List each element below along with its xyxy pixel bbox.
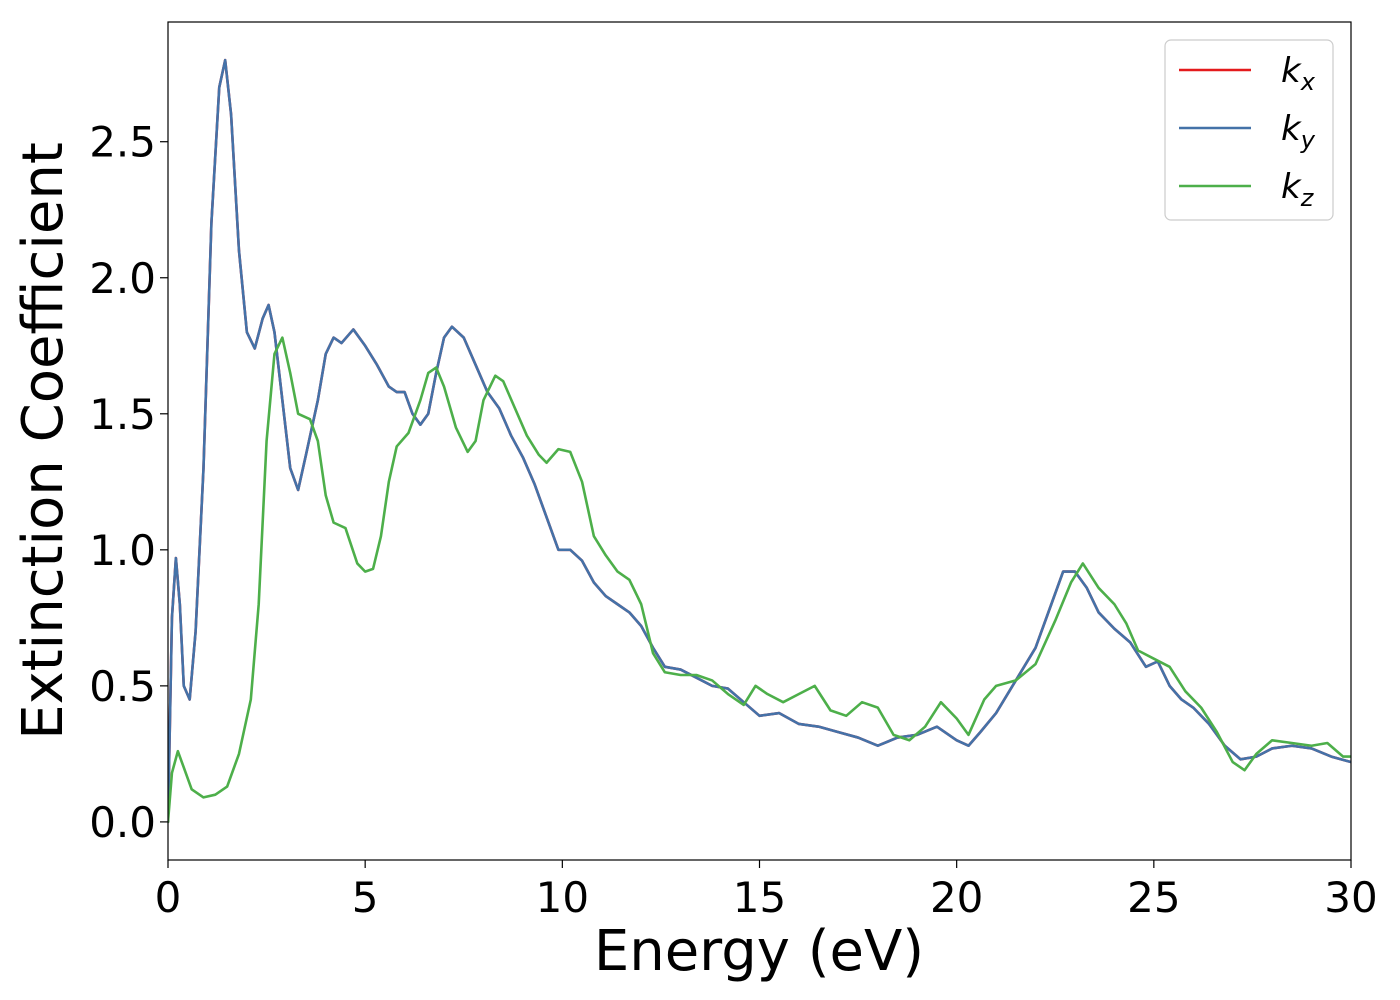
y-tick-label: 1.0 [89, 526, 156, 575]
y-tick-label: 2.5 [89, 118, 156, 167]
legend-frame [1164, 39, 1334, 221]
series-line-k-z [168, 336, 1351, 824]
y-tick-label: 0.0 [89, 798, 156, 847]
x-tick-label: 30 [1324, 873, 1377, 922]
y-tick-label: 1.5 [89, 390, 156, 439]
y-tick-label: 2.0 [89, 254, 156, 303]
legend-label-k-z: kz [1281, 167, 1315, 212]
legend-label-main: k [1281, 167, 1302, 207]
series-layer [168, 58, 1351, 824]
x-tick-label: 25 [1127, 873, 1180, 922]
x-tick-label: 10 [536, 873, 589, 922]
legend-label-main: k [1281, 51, 1302, 91]
legend-label-main: k [1281, 109, 1302, 149]
x-tick-label: 20 [930, 873, 983, 922]
x-tick-label: 15 [733, 873, 786, 922]
series-line-k-y [168, 58, 1351, 824]
x-tick-label: 5 [352, 873, 379, 922]
y-axis-label: Extinction Coefficient [11, 142, 76, 740]
x-tick-label: 0 [155, 873, 182, 922]
legend-label-k-x: kx [1281, 51, 1316, 96]
legend-label-subscript: x [1300, 68, 1316, 96]
ticks-layer: 0 5 10 15 20 25 30 0.0 0.5 1.0 1.5 2.0 2.5 [89, 118, 1378, 922]
legend-label-subscript: z [1300, 184, 1315, 212]
y-tick-label: 0.5 [89, 662, 156, 711]
x-axis-label: Energy (eV) [594, 919, 924, 984]
legend-label-k-y: ky [1281, 109, 1316, 154]
legend-label-subscript: y [1300, 126, 1316, 154]
